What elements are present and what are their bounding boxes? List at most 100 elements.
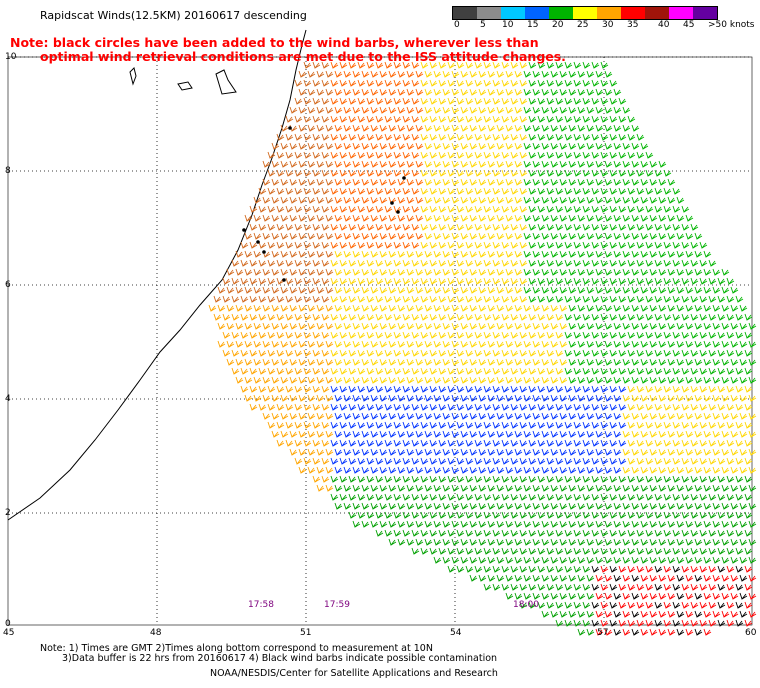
wind-barb xyxy=(262,160,271,168)
wind-barb xyxy=(541,160,550,168)
wind-barb xyxy=(330,97,339,105)
wind-barb xyxy=(523,286,532,294)
wind-barb xyxy=(523,250,532,258)
wind-barb xyxy=(649,610,658,618)
wind-barb xyxy=(708,619,717,627)
wind-barb xyxy=(573,277,582,285)
wind-barb xyxy=(505,214,514,222)
wind-barb xyxy=(456,79,465,87)
wind-barb xyxy=(267,277,276,285)
wind-barb xyxy=(582,295,591,303)
wind-barb xyxy=(505,232,514,240)
wind-barb xyxy=(735,421,744,429)
wind-barb xyxy=(280,196,289,204)
wind-barb xyxy=(465,169,474,177)
wind-barb xyxy=(402,439,411,447)
wind-barb xyxy=(339,439,348,447)
wind-barb xyxy=(312,259,321,267)
wind-barb xyxy=(411,547,420,555)
wind-barb xyxy=(721,304,730,312)
wind-barb xyxy=(469,376,478,384)
wind-barb xyxy=(523,430,532,438)
wind-barb xyxy=(501,313,510,321)
wind-barb xyxy=(672,313,681,321)
wind-barb xyxy=(505,358,514,366)
coastline xyxy=(7,29,307,521)
wind-barb xyxy=(739,340,748,348)
wind-barb xyxy=(591,529,600,537)
wind-barb xyxy=(618,547,627,555)
wind-barb xyxy=(573,259,582,267)
wind-barb xyxy=(388,88,397,96)
wind-barb xyxy=(609,619,618,627)
wind-barb xyxy=(514,556,523,564)
wind-barb xyxy=(519,277,528,285)
wind-barb xyxy=(510,61,519,69)
wind-barb xyxy=(298,358,307,366)
wind-barb xyxy=(577,268,586,276)
wind-barb xyxy=(505,412,514,420)
wind-barb xyxy=(411,511,420,519)
wind-barb xyxy=(600,115,609,123)
wind-barb xyxy=(546,61,555,69)
wind-barb xyxy=(577,232,586,240)
wind-barb xyxy=(726,439,735,447)
wind-barb xyxy=(622,358,631,366)
wind-barb xyxy=(654,439,663,447)
wind-barb xyxy=(483,295,492,303)
wind-barb xyxy=(559,160,568,168)
wind-barb xyxy=(604,610,613,618)
wind-barb xyxy=(631,556,640,564)
wind-barb xyxy=(294,295,303,303)
wind-barb xyxy=(285,331,294,339)
wind-barb xyxy=(676,520,685,528)
wind-barb xyxy=(424,448,433,456)
wind-barb xyxy=(708,421,717,429)
wind-barb xyxy=(294,313,303,321)
wind-barb xyxy=(510,259,519,267)
wind-barb xyxy=(564,79,573,87)
wind-barb xyxy=(550,448,559,456)
wind-barb xyxy=(325,232,334,240)
wind-barb xyxy=(289,142,298,150)
wind-barb xyxy=(631,196,640,204)
wind-barb xyxy=(438,367,447,375)
wind-barb xyxy=(469,448,478,456)
wind-barb xyxy=(568,520,577,528)
wind-barb xyxy=(631,286,640,294)
wind-barb xyxy=(532,142,541,150)
wind-barb xyxy=(532,268,541,276)
wind-barb xyxy=(699,313,708,321)
wind-barb xyxy=(298,214,307,222)
wind-barb xyxy=(528,457,537,465)
wind-barb xyxy=(555,619,564,627)
wind-barb xyxy=(537,205,546,213)
wind-barb xyxy=(447,151,456,159)
wind-barb xyxy=(541,340,550,348)
wind-barb xyxy=(388,322,397,330)
wind-barb xyxy=(528,349,537,357)
wind-barb xyxy=(582,349,591,357)
wind-barb xyxy=(285,133,294,141)
wind-barb xyxy=(339,475,348,483)
wind-barb xyxy=(672,493,681,501)
wind-barb xyxy=(465,241,474,249)
speed-colorbar: 0 5 10 15 20 25 30 35 40 45 >50 knots xyxy=(452,6,755,30)
wind-barb xyxy=(694,502,703,510)
wind-barb xyxy=(397,448,406,456)
wind-barb xyxy=(685,394,694,402)
wind-barb xyxy=(640,232,649,240)
wind-barb xyxy=(649,340,658,348)
wind-barb xyxy=(537,349,546,357)
wind-barb xyxy=(213,313,222,321)
wind-barb xyxy=(397,88,406,96)
wind-barb xyxy=(640,196,649,204)
wind-barb xyxy=(582,511,591,519)
wind-barb xyxy=(406,70,415,78)
wind-barb xyxy=(330,169,339,177)
wind-barb xyxy=(532,538,541,546)
wind-barb xyxy=(406,250,415,258)
wind-barb xyxy=(456,277,465,285)
wind-barb xyxy=(631,142,640,150)
wind-barb xyxy=(744,583,753,591)
